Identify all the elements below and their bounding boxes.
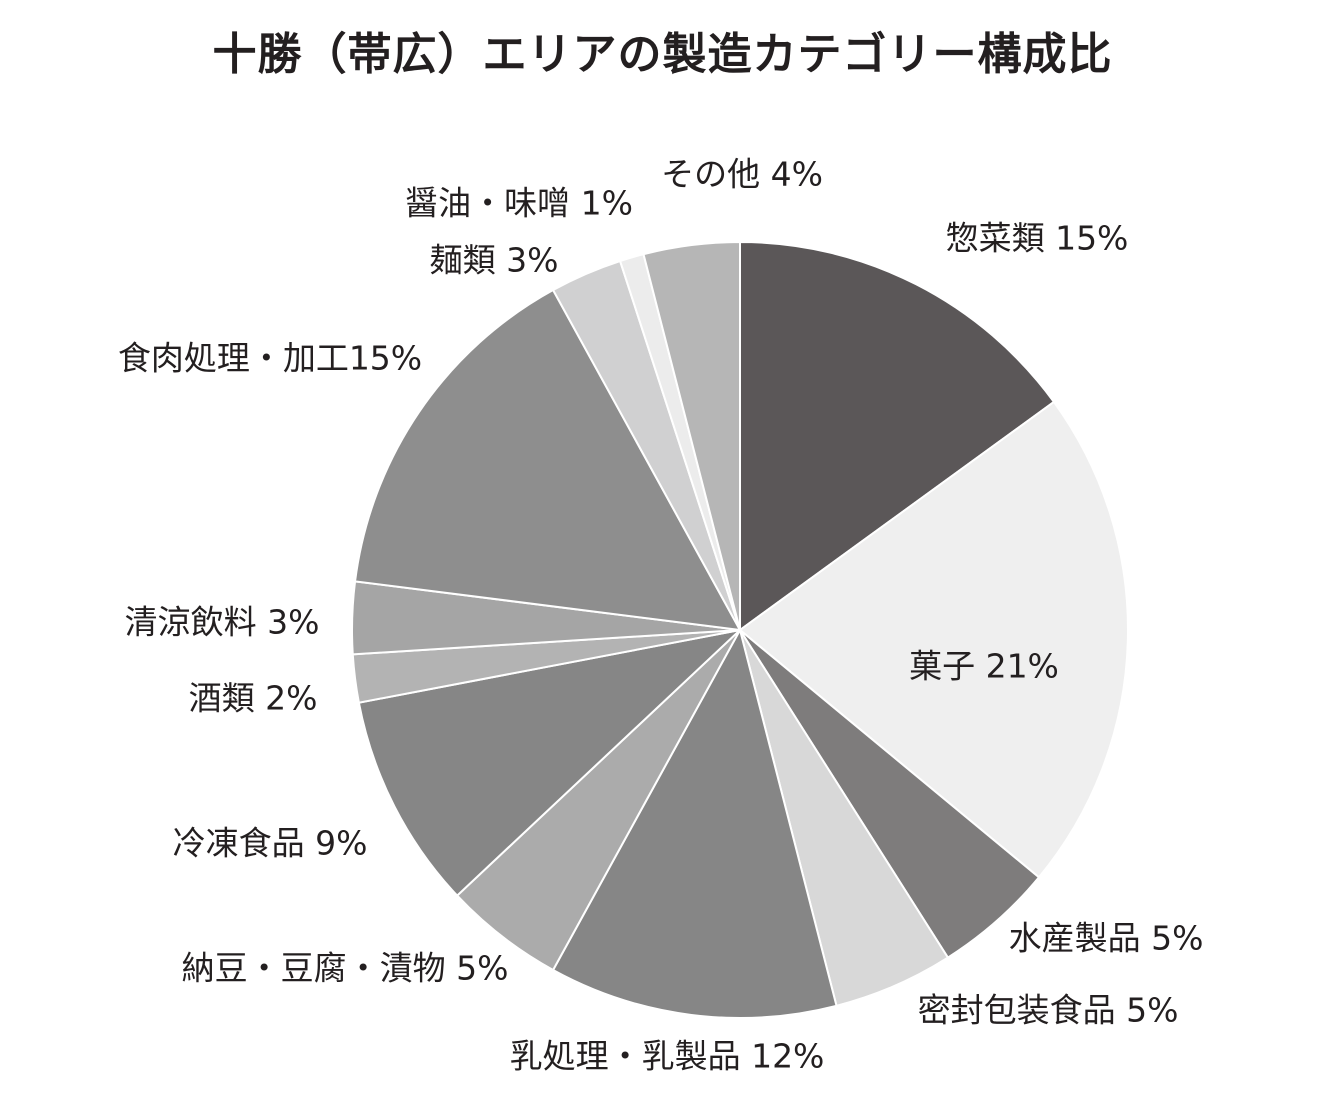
slice-label: 惣菜類 15% <box>946 219 1129 258</box>
slice-label: 納豆・豆腐・漬物 5% <box>182 949 509 988</box>
slice-label: 水産製品 5% <box>1009 919 1204 958</box>
pie-slice <box>642 240 741 631</box>
slice-label: 冷凍食品 9% <box>173 824 368 863</box>
slice-label: その他 4% <box>661 155 823 194</box>
pie-slice <box>353 288 742 632</box>
slice-label: 乳処理・乳製品 12% <box>510 1037 825 1076</box>
pie-slice <box>551 627 838 1019</box>
slice-label: 清涼飲料 3% <box>125 603 320 642</box>
pie-slice <box>739 240 1056 632</box>
chart-title: 十勝（帯広）エリアの製造カテゴリー構成比 <box>212 29 1113 80</box>
slice-label: 醤油・味噌 1% <box>405 184 633 223</box>
slice-label: 麺類 3% <box>430 241 559 280</box>
slice-label: 密封包装食品 5% <box>918 991 1179 1030</box>
pie-slice <box>738 400 1129 879</box>
slice-label: 酒類 2% <box>189 679 318 718</box>
slice-label: 食肉処理・加工15% <box>118 339 422 378</box>
slice-label: 菓子 21% <box>909 647 1059 686</box>
pie-slice <box>357 628 744 898</box>
